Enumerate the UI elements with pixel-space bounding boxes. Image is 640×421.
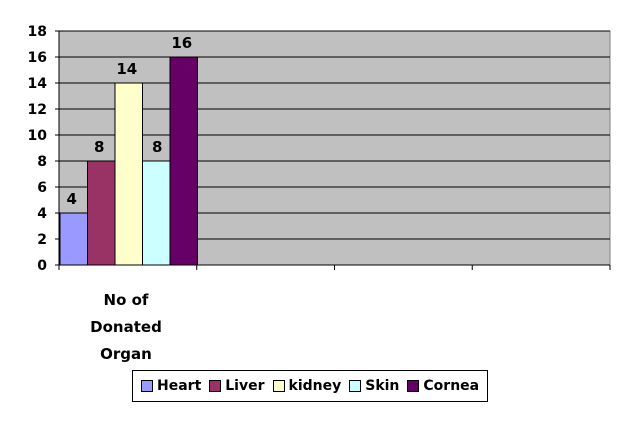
- legend-label-heart: Heart: [157, 378, 202, 394]
- y-tick-label: 4: [37, 206, 47, 222]
- y-tick-label: 2: [37, 232, 47, 248]
- category-label-line: Organ: [100, 345, 152, 363]
- data-label-liver: 8: [94, 138, 104, 156]
- legend-swatch-skin: [349, 380, 362, 392]
- legend-item-cornea: Cornea: [407, 378, 479, 394]
- y-tick-label: 6: [37, 180, 47, 196]
- legend-label-skin: Skin: [365, 378, 400, 394]
- data-label-cornea: 16: [171, 34, 192, 52]
- legend-item-kidney: kidney: [272, 378, 342, 394]
- y-tick-label: 16: [28, 50, 47, 66]
- axes: [58, 31, 611, 270]
- y-tick-label: 8: [37, 154, 47, 170]
- legend-item-skin: Skin: [349, 378, 399, 394]
- y-tick-label: 14: [28, 76, 48, 92]
- bar-heart: [59, 212, 88, 266]
- legend-label-kidney: kidney: [288, 378, 342, 394]
- y-tick-label: 0: [37, 258, 47, 274]
- bars: [59, 56, 198, 266]
- data-label-skin: 8: [152, 138, 162, 156]
- category-label: No of Donated Organ: [72, 287, 180, 368]
- bar-liver: [87, 160, 116, 266]
- legend-item-liver: Liver: [209, 378, 265, 394]
- legend-swatch-cornea: [407, 380, 420, 392]
- legend-swatch-liver: [209, 380, 222, 392]
- category-label-line: No of: [103, 291, 149, 309]
- legend-swatch-heart: [141, 380, 153, 392]
- data-labels: 4 8 14 8 16: [67, 34, 193, 208]
- bar-skin: [142, 160, 171, 266]
- data-label-heart: 4: [67, 190, 77, 208]
- bar-kidney: [114, 82, 143, 266]
- y-tick-label: 18: [28, 24, 47, 40]
- legend-label-liver: Liver: [225, 378, 265, 394]
- legend-label-cornea: Cornea: [423, 378, 480, 394]
- legend-item-heart: Heart: [141, 378, 201, 394]
- category-label-line: Donated: [90, 318, 162, 336]
- data-label-kidney: 14: [116, 60, 137, 78]
- y-tick-label: 12: [28, 102, 47, 118]
- y-axis-ticks: 0 2 4 6 8 10 12 14 16 18: [28, 24, 59, 274]
- y-tick-label: 10: [28, 128, 48, 144]
- legend-swatch-kidney: [272, 380, 285, 392]
- legend: Heart Liver kidney Skin Cornea: [132, 370, 489, 402]
- bar-cornea: [169, 56, 198, 266]
